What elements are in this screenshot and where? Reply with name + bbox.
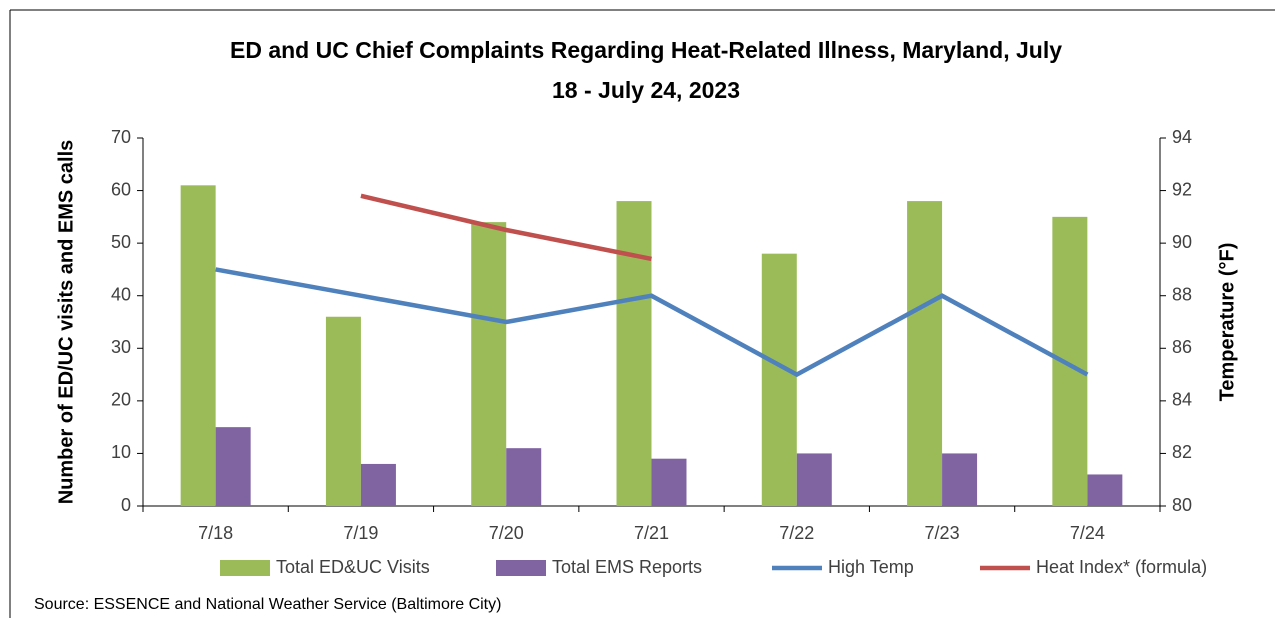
chart-title: 18 - July 24, 2023 xyxy=(552,77,740,103)
legend-label: Heat Index* (formula) xyxy=(1036,557,1207,577)
y2-tick-label: 88 xyxy=(1172,284,1192,304)
x-tick-label: 7/19 xyxy=(343,523,378,543)
bar xyxy=(506,448,542,506)
bar xyxy=(761,253,797,506)
x-tick-label: 7/20 xyxy=(489,523,524,543)
chart-title: ED and UC Chief Complaints Regarding Hea… xyxy=(230,37,1062,63)
y-axis-label: Number of ED/UC visits and EMS calls xyxy=(55,140,77,505)
x-tick-label: 7/21 xyxy=(634,523,669,543)
y2-tick-label: 94 xyxy=(1172,127,1192,147)
bar xyxy=(942,453,978,506)
line-series xyxy=(360,193,652,262)
y2-axis-label: Temperature (°F) xyxy=(1216,243,1238,402)
bar xyxy=(616,201,652,507)
y-tick-label: 50 xyxy=(111,232,131,252)
bar xyxy=(471,222,507,506)
source-note: Source: ESSENCE and National Weather Ser… xyxy=(34,596,501,613)
bar xyxy=(651,458,687,506)
x-tick-label: 7/22 xyxy=(779,523,814,543)
y2-tick-label: 84 xyxy=(1172,390,1192,410)
bar xyxy=(1087,474,1123,506)
legend-swatch xyxy=(220,560,270,576)
y-tick-label: 60 xyxy=(111,179,131,199)
y-tick-label: 30 xyxy=(111,337,131,357)
x-tick-label: 7/18 xyxy=(198,523,233,543)
bar xyxy=(1052,216,1088,506)
y-tick-label: 70 xyxy=(111,127,131,147)
y2-tick-label: 92 xyxy=(1172,179,1192,199)
y-tick-label: 20 xyxy=(111,390,131,410)
y-tick-label: 40 xyxy=(111,284,131,304)
y2-tick-label: 80 xyxy=(1172,495,1192,515)
bar xyxy=(360,463,396,506)
bar xyxy=(796,453,832,506)
y2-tick-label: 86 xyxy=(1172,337,1192,357)
y-tick-label: 10 xyxy=(111,442,131,462)
legend-swatch xyxy=(496,560,546,576)
x-tick-label: 7/24 xyxy=(1070,523,1105,543)
bar xyxy=(215,427,251,506)
y2-tick-label: 82 xyxy=(1172,442,1192,462)
bar xyxy=(180,185,216,507)
x-tick-label: 7/23 xyxy=(925,523,960,543)
bar xyxy=(325,316,361,506)
legend-label: Total EMS Reports xyxy=(552,557,702,577)
legend-label: Total ED&UC Visits xyxy=(276,557,430,577)
line-series xyxy=(215,267,1089,378)
legend-label: High Temp xyxy=(828,557,914,577)
y-tick-label: 0 xyxy=(121,495,131,515)
y2-tick-label: 90 xyxy=(1172,232,1192,252)
bar xyxy=(907,201,943,507)
